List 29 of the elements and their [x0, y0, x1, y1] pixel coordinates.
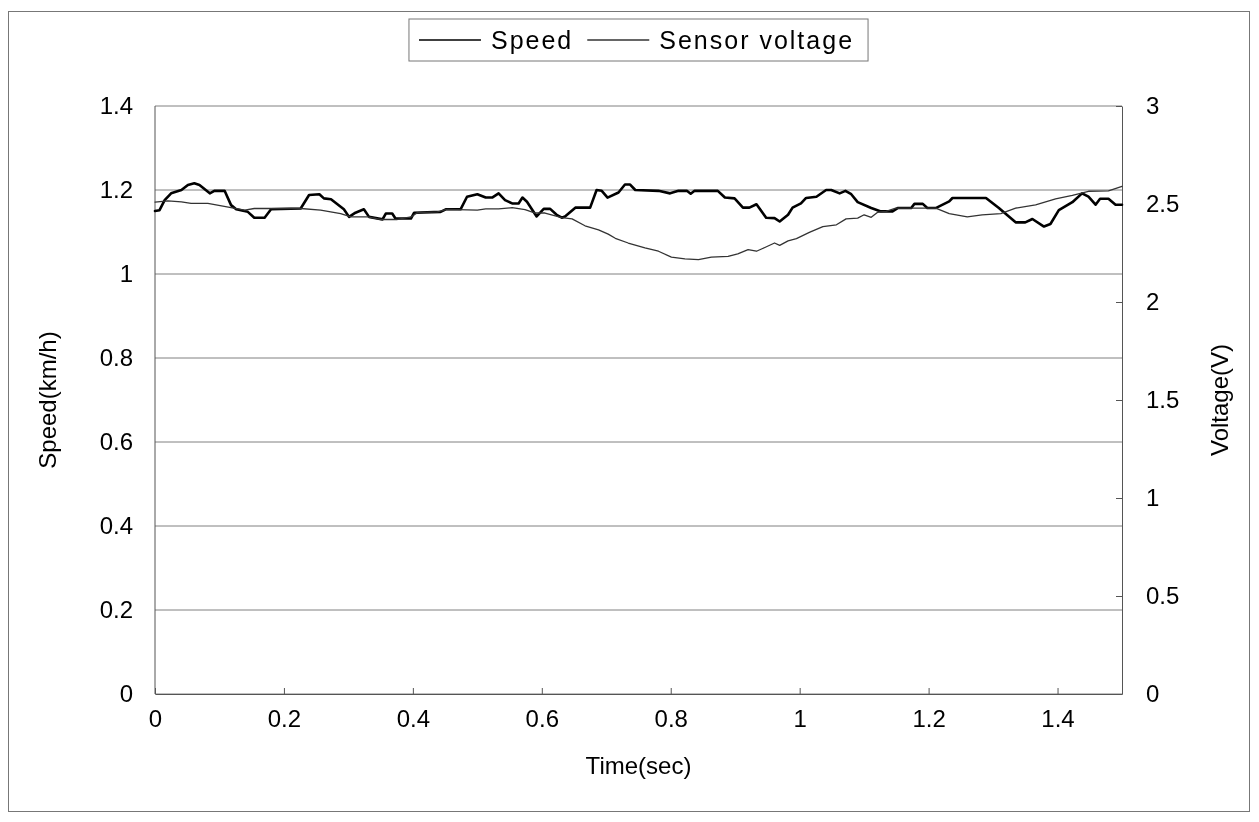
x-tick-label: 0.6 [525, 705, 559, 733]
y2-tick-label: 1 [1146, 484, 1160, 512]
y-tick-label: 0.4 [99, 512, 133, 540]
y-axis-title: Speed(km/h) [34, 331, 62, 469]
y2-tick-label: 0 [1146, 680, 1160, 708]
y-tick-label: 1.4 [99, 92, 133, 120]
legend-label: Speed [490, 26, 574, 54]
x-tick-label: 1.4 [1041, 705, 1075, 733]
y-tick-label: 0 [119, 680, 133, 708]
y-tick-label: 0.6 [99, 428, 133, 456]
x-tick-label: 0.8 [654, 705, 688, 733]
y2-axis-title: Voltage(V) [1206, 343, 1234, 457]
y-tick-label: 1 [119, 260, 133, 288]
y2-tick-label: 0.5 [1146, 582, 1180, 610]
y2-tick-label: 2.5 [1146, 190, 1180, 218]
x-tick-label: 1 [793, 705, 807, 733]
x-tick-label: 0 [148, 705, 163, 733]
y2-tick-label: 3 [1146, 92, 1160, 120]
y2-tick-label: 2 [1146, 288, 1160, 316]
x-axis-title: Time(sec) [585, 752, 692, 779]
y-tick-label: 1.2 [99, 176, 133, 204]
x-tick-label: 0.2 [267, 705, 302, 733]
x-tick-label: 0.4 [396, 705, 431, 733]
y2-tick-label: 1.5 [1146, 386, 1180, 414]
line-series [154, 185, 1123, 261]
legend-label: Sensor voltage [659, 26, 855, 54]
y-tick-label: 0.2 [99, 596, 133, 624]
x-tick-label: 1.2 [912, 705, 946, 733]
y-tick-label: 0.8 [99, 344, 133, 372]
